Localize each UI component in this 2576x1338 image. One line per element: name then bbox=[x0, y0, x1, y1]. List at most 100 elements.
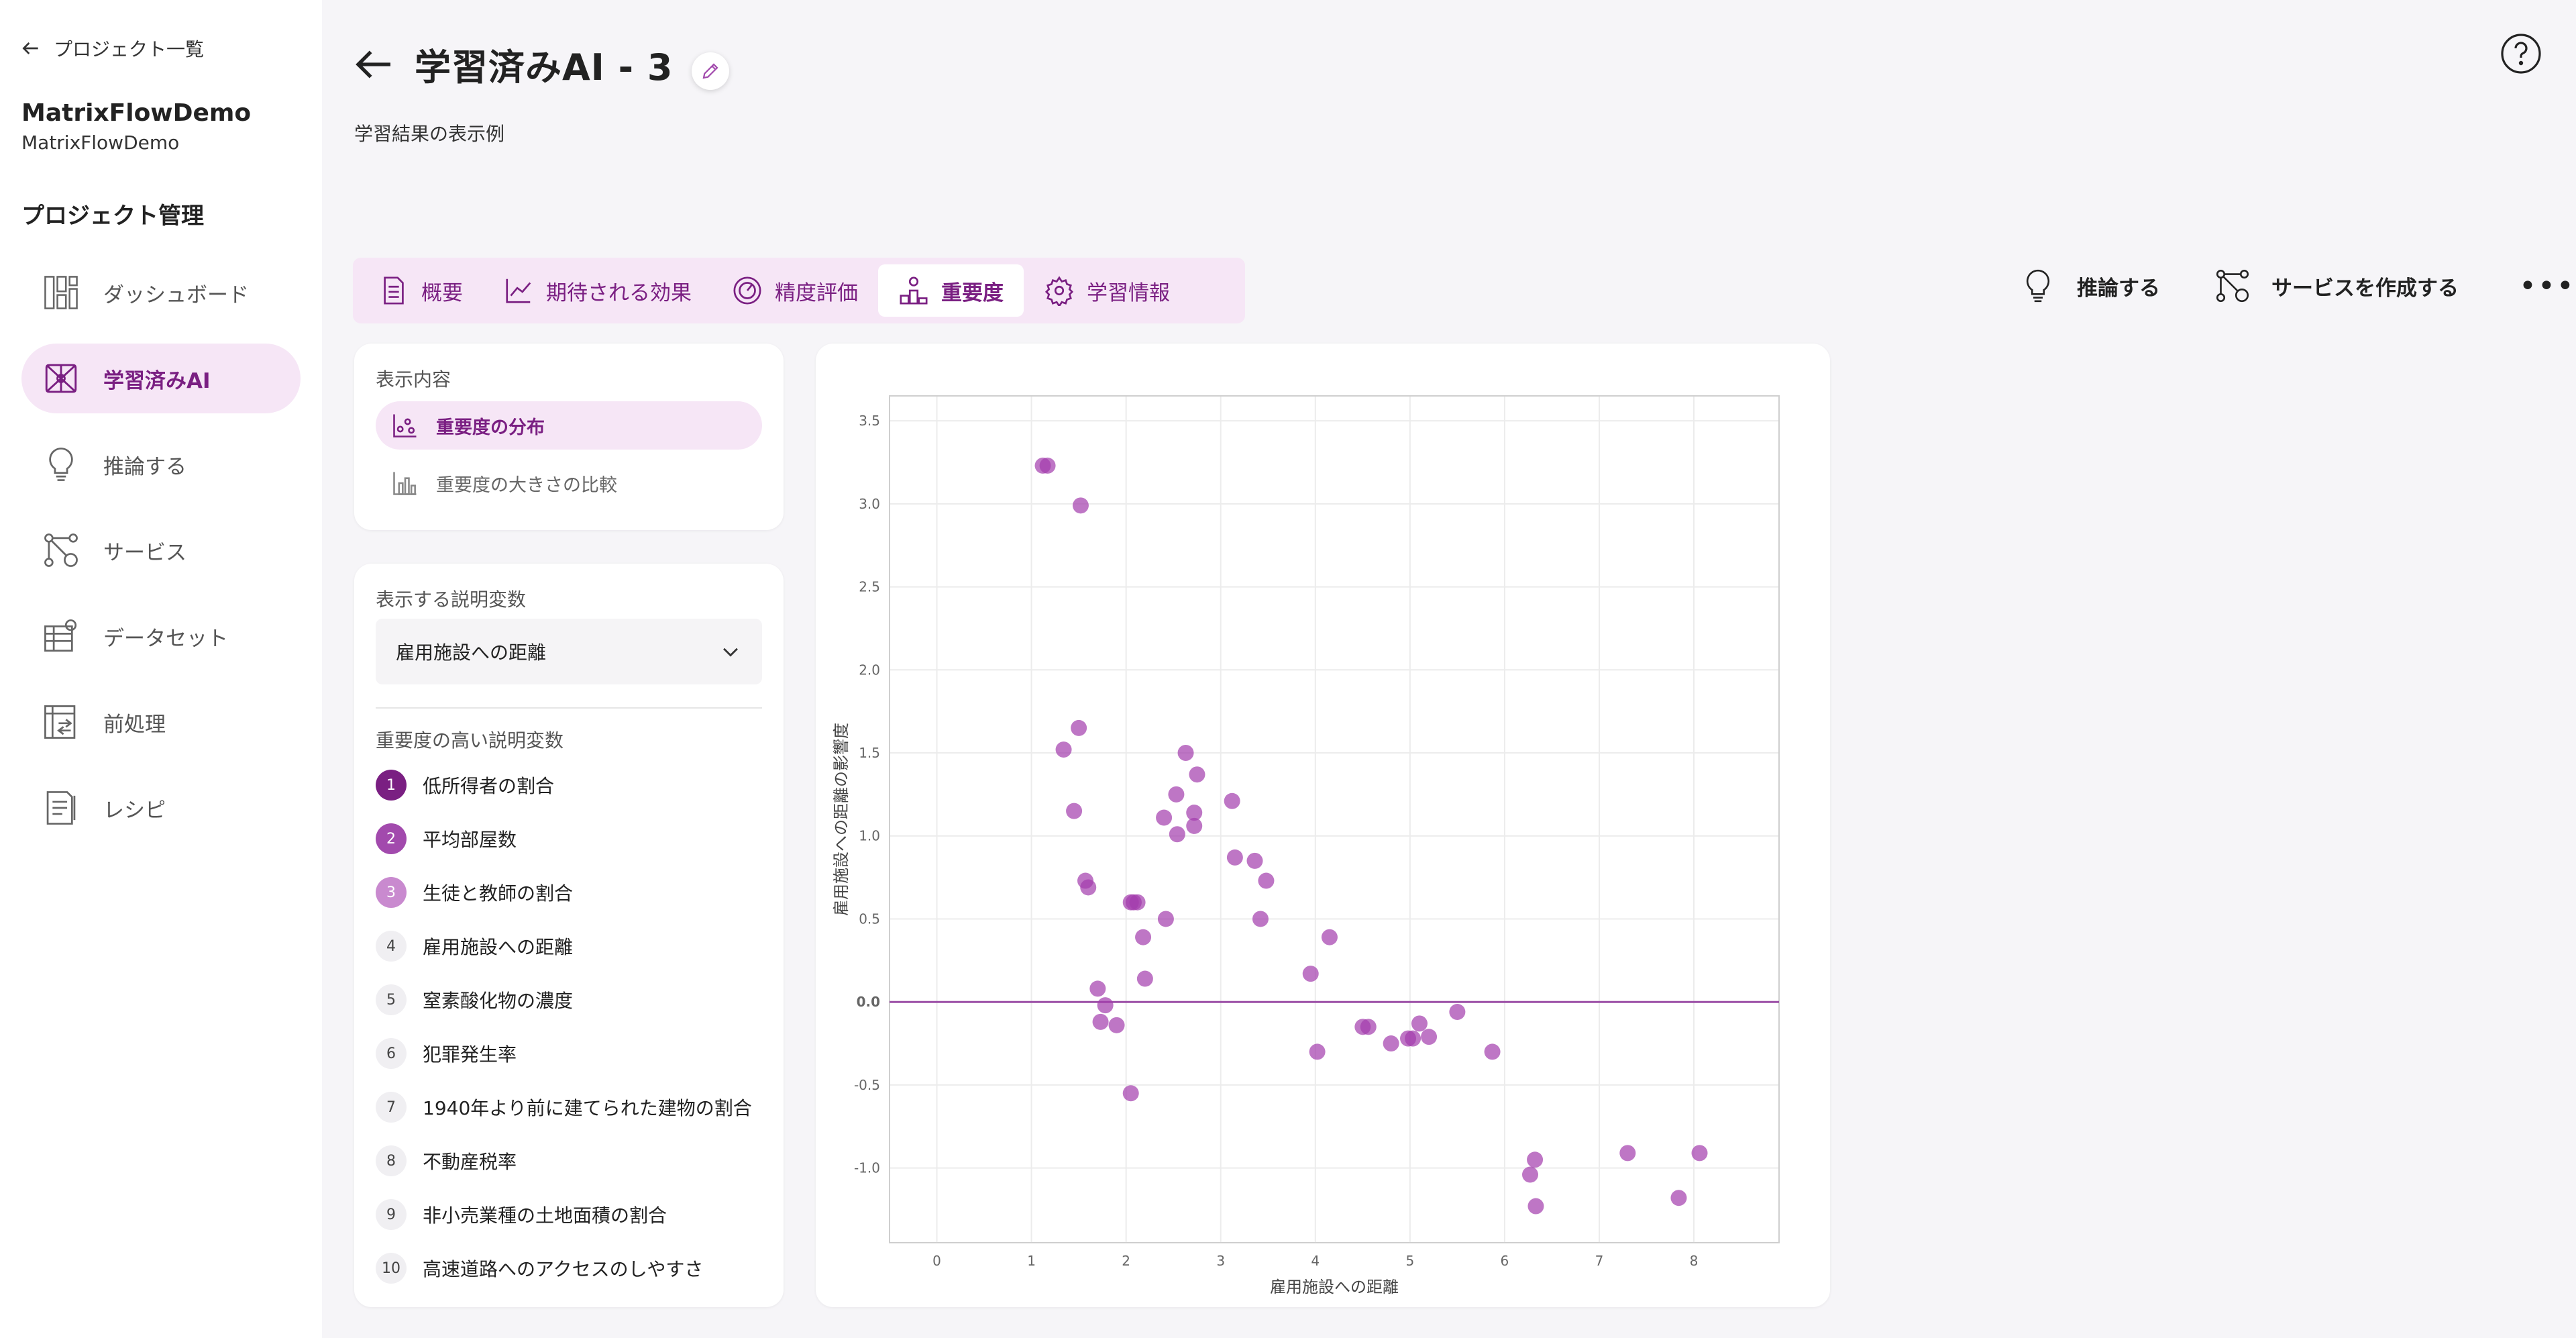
sidebar-item-label: サービス bbox=[103, 540, 186, 565]
ranking-item[interactable]: 2 平均部屋数 bbox=[376, 812, 778, 866]
data-point bbox=[1691, 1145, 1708, 1162]
sidebar-item-label: 前処理 bbox=[103, 712, 166, 737]
data-point bbox=[1360, 1019, 1377, 1035]
tab-overview[interactable]: 概要 bbox=[358, 264, 483, 317]
variable-select-label: 表示する説明変数 bbox=[376, 588, 527, 611]
back-to-projects-link[interactable]: プロジェクト一覧 bbox=[20, 35, 204, 62]
dataset-icon bbox=[44, 619, 77, 652]
ranking-name: 窒素酸化物の濃度 bbox=[423, 990, 574, 1012]
x-tick-label: 2 bbox=[1122, 1253, 1130, 1269]
ranking-item[interactable]: 7 1940年より前に建てられた建物の割合 bbox=[376, 1080, 778, 1134]
data-point bbox=[1125, 894, 1142, 911]
data-point bbox=[1055, 741, 1072, 758]
rank-badge: 6 bbox=[376, 1038, 407, 1069]
ranking-name: 高速道路へのアクセスのしやすさ bbox=[423, 1258, 704, 1280]
y-tick-label: -1.0 bbox=[854, 1160, 880, 1176]
x-tick-label: 6 bbox=[1501, 1253, 1509, 1269]
create-service-button[interactable]: サービスを作成する bbox=[2214, 267, 2459, 305]
sidebar-item-dataset[interactable]: データセット bbox=[21, 601, 301, 671]
edit-title-button[interactable] bbox=[692, 52, 730, 90]
ranking-item[interactable]: 9 非小売業種の土地面積の割合 bbox=[376, 1188, 778, 1241]
help-icon[interactable] bbox=[2500, 32, 2542, 75]
sidebar-item-dashboard[interactable]: ダッシュボード bbox=[21, 258, 301, 327]
ranking-item[interactable]: 8 不動産税率 bbox=[376, 1134, 778, 1188]
x-tick-label: 4 bbox=[1311, 1253, 1320, 1269]
sidebar-item-label: 推論する bbox=[103, 454, 186, 479]
x-tick-label: 7 bbox=[1595, 1253, 1604, 1269]
ranking-item[interactable]: 5 窒素酸化物の濃度 bbox=[376, 973, 778, 1027]
sidebar-item-label: レシピ bbox=[103, 798, 166, 823]
back-to-projects-label: プロジェクト一覧 bbox=[54, 38, 205, 60]
y-tick-label: 1.0 bbox=[859, 828, 880, 844]
ranking-item[interactable]: 4 雇用施設への距離 bbox=[376, 919, 778, 973]
data-point bbox=[1169, 826, 1185, 843]
y-tick-label: 0.0 bbox=[857, 994, 880, 1010]
plot-border bbox=[889, 395, 1780, 1243]
title-row: 学習済みAI - 3 bbox=[353, 38, 730, 91]
y-tick-label: 3.0 bbox=[859, 496, 880, 512]
data-point bbox=[1135, 929, 1152, 945]
ranking-name: 非小売業種の土地面積の割合 bbox=[423, 1204, 667, 1227]
tab-importance[interactable]: 重要度 bbox=[878, 264, 1024, 317]
sidebar-item-service[interactable]: サービス bbox=[21, 515, 301, 585]
data-point bbox=[1226, 849, 1243, 866]
data-point bbox=[1484, 1043, 1501, 1060]
display-mode-label: 表示内容 bbox=[376, 368, 451, 391]
data-point bbox=[1405, 1030, 1421, 1047]
ranking-list: 1 低所得者の割合 2 平均部屋数 3 生徒と教師の割合 4 雇用施設への距離 5 窒素酸… bbox=[376, 758, 778, 1295]
rank-badge: 10 bbox=[376, 1253, 407, 1284]
x-tick-label: 1 bbox=[1027, 1253, 1036, 1269]
tab-training-info[interactable]: 学習情報 bbox=[1024, 264, 1190, 317]
ranking-item[interactable]: 1 低所得者の割合 bbox=[376, 758, 778, 812]
data-point bbox=[1157, 911, 1174, 927]
recipe-icon bbox=[46, 791, 76, 825]
data-point bbox=[1156, 809, 1173, 826]
variable-select[interactable]: 雇用施設への距離 bbox=[376, 619, 762, 684]
mode-label: 重要度の大きさの比較 bbox=[436, 474, 617, 496]
gear-icon bbox=[1044, 276, 1074, 306]
infer-button[interactable]: 推論する bbox=[2019, 267, 2160, 305]
sidebar-item-recipe[interactable]: レシピ bbox=[21, 773, 301, 843]
data-point bbox=[1108, 1017, 1125, 1033]
line-chart-icon bbox=[506, 278, 531, 303]
sidebar-item-label: ダッシュボード bbox=[103, 282, 249, 307]
data-point bbox=[1097, 997, 1114, 1014]
tab-expected-effect[interactable]: 期待される効果 bbox=[483, 264, 712, 317]
data-point bbox=[1527, 1151, 1544, 1168]
data-point bbox=[1619, 1145, 1636, 1162]
page-subtitle: 学習結果の表示例 bbox=[354, 123, 505, 145]
data-point bbox=[1309, 1043, 1326, 1060]
tab-accuracy[interactable]: 精度評価 bbox=[712, 264, 878, 317]
ranking-item[interactable]: 10 高速道路へのアクセスのしやすさ bbox=[376, 1241, 778, 1295]
sidebar-item-preprocess[interactable]: 前処理 bbox=[21, 687, 301, 757]
ranking-label: 重要度の高い説明変数 bbox=[376, 729, 564, 752]
rank-badge: 3 bbox=[376, 877, 407, 908]
back-arrow-icon[interactable] bbox=[353, 43, 396, 86]
ranking-item[interactable]: 6 犯罪発生率 bbox=[376, 1027, 778, 1080]
rank-badge: 9 bbox=[376, 1199, 407, 1230]
preprocess-icon bbox=[44, 705, 76, 739]
ranking-name: 生徒と教師の割合 bbox=[423, 882, 574, 905]
data-point bbox=[1066, 803, 1083, 819]
y-tick-label: 2.5 bbox=[859, 579, 880, 595]
y-tick-label: 1.5 bbox=[859, 745, 880, 761]
section-title: プロジェクト管理 bbox=[21, 203, 204, 229]
sidebar-item-inference[interactable]: 推論する bbox=[21, 429, 301, 499]
rank-badge: 2 bbox=[376, 823, 407, 854]
more-menu-icon[interactable]: ••• bbox=[2519, 268, 2575, 303]
y-tick-label: 0.5 bbox=[859, 911, 880, 927]
service-icon bbox=[44, 533, 78, 567]
mode-magnitude-compare[interactable]: 重要度の大きさの比較 bbox=[376, 459, 762, 507]
ranking-item[interactable]: 3 生徒と教師の割合 bbox=[376, 866, 778, 919]
org-name: MatrixFlowDemo bbox=[21, 99, 252, 127]
sidebar: プロジェクト一覧 MatrixFlowDemo MatrixFlowDemo プ… bbox=[0, 0, 322, 1338]
dashboard-icon bbox=[44, 276, 78, 309]
ranking-name: 不動産税率 bbox=[423, 1151, 517, 1173]
lightbulb-icon bbox=[2026, 269, 2050, 303]
y-tick-label: 2.0 bbox=[859, 662, 880, 678]
importance-icon bbox=[900, 276, 928, 305]
divider bbox=[376, 707, 762, 709]
mode-distribution[interactable]: 重要度の分布 bbox=[376, 401, 762, 450]
sidebar-item-trained-ai[interactable]: 学習済みAI bbox=[21, 344, 301, 413]
